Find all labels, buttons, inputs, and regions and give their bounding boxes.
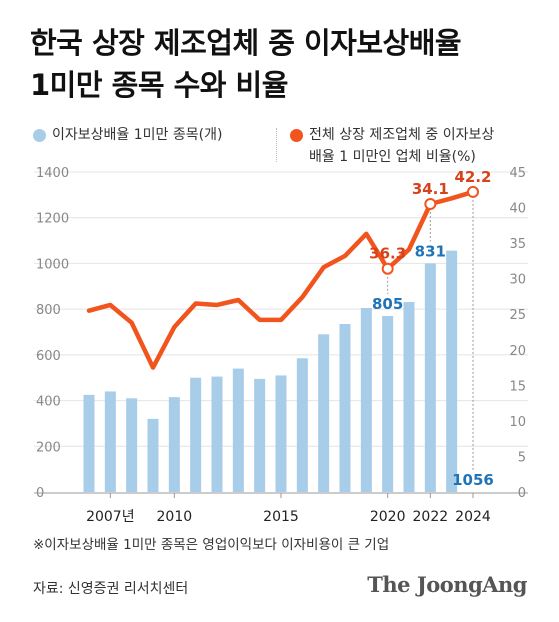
y-left-tick-label: 1200 — [36, 212, 69, 227]
line-point-marker — [381, 262, 394, 275]
y-left-tick-label: 600 — [36, 349, 61, 364]
y-right-tick-label: 15 — [509, 379, 526, 394]
y-right-tick-label: 35 — [509, 237, 526, 252]
bar — [104, 391, 116, 492]
bar — [275, 375, 287, 492]
brand-logo: The JoongAng — [367, 572, 527, 597]
bar — [296, 358, 308, 492]
bar — [83, 394, 95, 492]
bar — [318, 334, 330, 492]
bar — [232, 368, 244, 492]
legend-line-label-2: 배율 1 미만인 업체 비율(%) — [309, 149, 476, 165]
line-point-marker — [467, 185, 479, 198]
line-value-label: 42.2 — [454, 168, 491, 186]
x-tick-label: 2022 — [413, 509, 449, 525]
y-left-tick-label: 200 — [36, 440, 61, 455]
bar-value-label: 831 — [415, 242, 446, 260]
y-left-tick-label: 1400 — [36, 166, 69, 181]
y-right-tick-label: 45 — [509, 166, 526, 181]
y-left-tick-label: 800 — [36, 303, 61, 318]
line-point-marker — [424, 198, 437, 210]
bar — [147, 418, 159, 492]
legend-line-swatch — [290, 129, 303, 142]
line-value-label: 36.3 — [369, 245, 406, 263]
x-tick-label: 2015 — [263, 509, 299, 525]
x-tick-label: 2024 — [455, 509, 491, 525]
legend-divider — [276, 128, 277, 162]
line-value-label: 34.1 — [412, 180, 449, 198]
bar — [403, 302, 415, 492]
x-tick-label: 2010 — [157, 509, 193, 525]
bar — [360, 308, 372, 492]
bar — [339, 324, 351, 492]
bar — [424, 263, 436, 492]
y-right-tick-label: 30 — [509, 273, 526, 288]
chart-title: 한국 상장 제조업체 중 이자보상배율 1미만 종목 수와 비율 — [30, 22, 530, 106]
legend-line-label-1: 전체 상장 제조업체 중 이자보상 — [309, 127, 495, 143]
legend-bar-label: 이자보상배율 1미만 종목(개) — [52, 127, 223, 143]
y-left-tick-label: 1000 — [36, 257, 69, 272]
chart-footnote: ※이자보상배율 1미만 종목은 영업이익보다 이자비용이 큰 기업 — [33, 537, 390, 553]
bar — [126, 398, 138, 492]
y-right-tick-label: 0 — [518, 486, 526, 501]
bar — [446, 250, 458, 492]
bar — [168, 397, 180, 492]
bar — [190, 377, 202, 492]
bar-value-label: 1056 — [452, 471, 494, 489]
bar — [382, 316, 394, 492]
bar — [254, 378, 266, 492]
x-tick-label: 2020 — [370, 509, 406, 525]
data-source: 자료: 신영증권 리서치센터 — [33, 581, 189, 597]
bar — [211, 376, 223, 492]
chart-title-line-2: 1미만 종목 수와 비율 — [30, 68, 288, 102]
y-right-tick-label: 40 — [509, 202, 526, 217]
legend-bar-swatch — [33, 129, 46, 142]
y-right-tick-label: 20 — [509, 344, 526, 359]
bar-value-label: 805 — [372, 295, 403, 313]
y-right-tick-label: 25 — [509, 308, 526, 323]
x-tick-label: 2007년 — [86, 509, 135, 525]
y-right-tick-label: 5 — [518, 450, 526, 465]
series-line — [86, 189, 476, 370]
y-right-tick-label: 10 — [509, 415, 526, 430]
y-left-tick-label: 400 — [36, 395, 61, 410]
chart-title-line-1: 한국 상장 제조업체 중 이자보상배율 — [30, 26, 462, 60]
